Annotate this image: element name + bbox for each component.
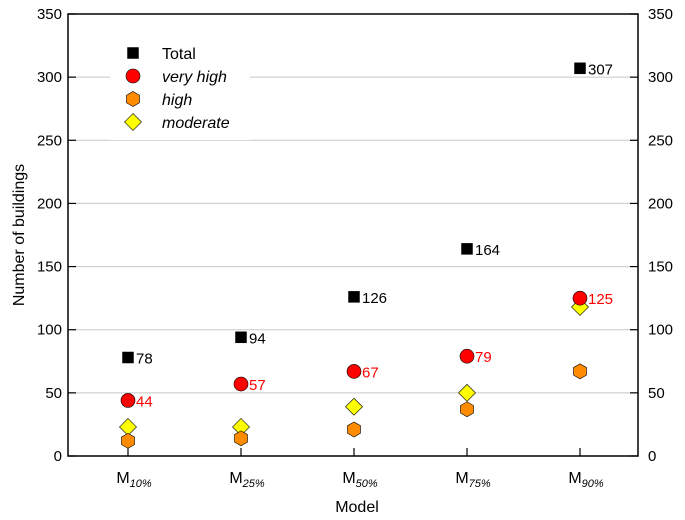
data-point xyxy=(572,290,588,306)
legend-marker xyxy=(124,113,142,131)
y-tick-label: 350 xyxy=(37,6,62,23)
data-label: 79 xyxy=(475,349,492,366)
data-marks: 44 57 67 79 125 78 94 126 164 307 xyxy=(119,61,613,449)
data-point xyxy=(459,348,475,364)
data-label: 126 xyxy=(362,290,387,307)
data-point xyxy=(574,62,586,75)
y-tick-label: 50 xyxy=(45,385,62,402)
legend-marker xyxy=(126,91,140,107)
y-tick-label: 300 xyxy=(648,69,673,86)
plot-frame xyxy=(67,13,639,457)
data-point xyxy=(235,331,247,344)
series-high xyxy=(121,363,587,449)
data-point xyxy=(461,243,473,255)
y-tick-label: 350 xyxy=(648,6,673,23)
series-moderate xyxy=(119,298,589,436)
legend-label: moderate xyxy=(162,115,230,132)
y-tick-label: 0 xyxy=(648,448,656,465)
legend-label: very high xyxy=(162,69,227,86)
data-point xyxy=(460,401,474,418)
y-tick-label: 250 xyxy=(648,132,673,149)
y-tick-label: 50 xyxy=(648,385,665,402)
legend-label: high xyxy=(162,92,192,109)
y-axis-left: 0 50 100 150 200 250 300 350 xyxy=(37,6,76,465)
y-tick-label: 100 xyxy=(37,322,62,339)
data-label: 78 xyxy=(136,350,153,367)
data-label: 67 xyxy=(362,364,379,381)
y-tick-label: 200 xyxy=(648,195,673,212)
data-point xyxy=(458,383,476,402)
data-point xyxy=(120,393,136,408)
data-point xyxy=(347,421,361,438)
series-very-high: 44 57 67 79 125 xyxy=(120,290,613,410)
data-point xyxy=(348,291,360,303)
y-tick-label: 250 xyxy=(37,132,62,149)
y-tick-label: 100 xyxy=(648,322,673,339)
data-point xyxy=(346,364,362,379)
x-axis-title: Model xyxy=(335,499,379,516)
series-Total: 78 94 126 164 307 xyxy=(122,61,613,367)
y-axis-title: Number of buildings xyxy=(11,164,28,306)
data-point xyxy=(119,418,137,436)
data-label: 164 xyxy=(475,242,500,259)
x-axis: M10% M25% M50% M75% M90% xyxy=(116,448,604,490)
y-tick-label: 200 xyxy=(37,195,62,212)
data-point xyxy=(573,363,587,380)
x-tick-label: M90% xyxy=(568,470,604,490)
legend-marker xyxy=(125,68,141,84)
data-label: 94 xyxy=(249,330,266,347)
data-point xyxy=(122,351,134,364)
y-axis-right: 0 50 100 150 200 250 300 350 xyxy=(630,6,673,465)
y-tick-label: 300 xyxy=(37,69,62,86)
x-tick-label: M25% xyxy=(229,470,265,490)
data-point xyxy=(233,376,249,392)
x-tick-label: M50% xyxy=(342,470,378,490)
data-label: 125 xyxy=(588,291,613,308)
y-tick-label: 150 xyxy=(648,259,673,276)
y-tick-label: 0 xyxy=(54,448,62,465)
data-point xyxy=(345,397,363,416)
legend: Total very high high moderate xyxy=(110,36,250,140)
x-tick-label: M75% xyxy=(455,470,491,490)
legend-marker xyxy=(127,47,139,59)
data-point xyxy=(121,432,135,449)
x-tick-label: M10% xyxy=(116,470,152,490)
y-tick-label: 150 xyxy=(37,259,62,276)
legend-label: Total xyxy=(162,46,196,63)
data-label: 57 xyxy=(249,377,266,394)
data-label: 44 xyxy=(136,393,153,410)
data-label: 307 xyxy=(588,61,613,78)
data-point xyxy=(234,430,248,447)
